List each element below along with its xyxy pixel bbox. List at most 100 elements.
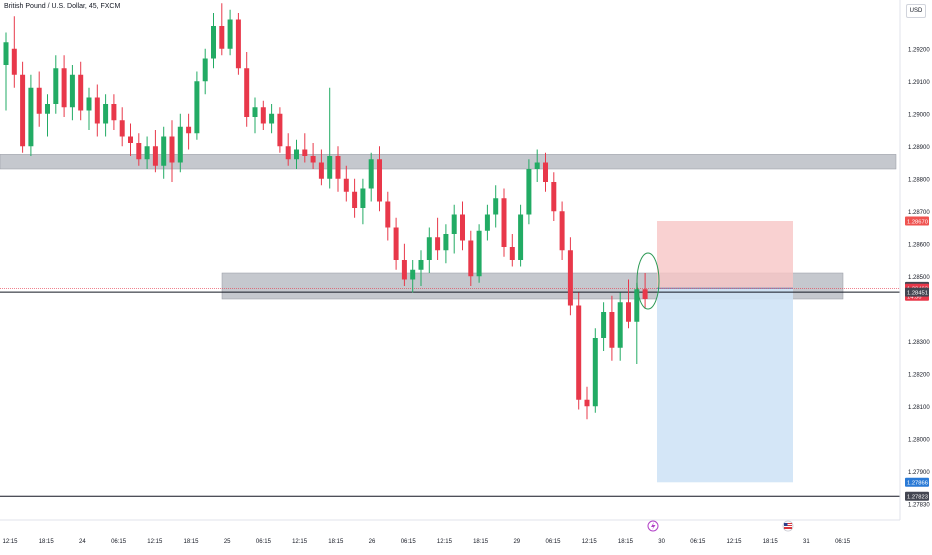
candle-down bbox=[78, 74, 84, 111]
candle-up bbox=[194, 81, 200, 134]
time-tick-label: 30 bbox=[658, 539, 665, 545]
price-label-stop: 1.28670 bbox=[905, 216, 929, 226]
candle-down bbox=[128, 136, 133, 143]
horizontal-lines bbox=[0, 287, 900, 497]
time-tick-label: 26 bbox=[369, 539, 376, 545]
time-tick-label: 06:15 bbox=[835, 539, 851, 545]
take-profit-zone[interactable] bbox=[657, 288, 793, 483]
price-tick-label: 1.28200 bbox=[908, 372, 930, 378]
candle-down bbox=[94, 97, 100, 124]
price-label-bg bbox=[905, 216, 929, 226]
candle-down bbox=[302, 149, 308, 156]
price-label-text: 1.27823 bbox=[907, 495, 928, 501]
candle-down bbox=[20, 74, 26, 147]
time-tick-label: 06:15 bbox=[256, 539, 272, 545]
candle-down bbox=[119, 120, 125, 137]
candle-up bbox=[410, 269, 416, 280]
candle-down bbox=[642, 289, 648, 299]
time-tick-label: 06:15 bbox=[111, 539, 127, 545]
time-tick-label: 24 bbox=[79, 539, 86, 545]
time-tick-label: 06:15 bbox=[401, 539, 417, 545]
candle-up bbox=[144, 146, 150, 160]
candle-down bbox=[377, 159, 382, 202]
time-tick-label: 12:15 bbox=[147, 539, 163, 545]
candle-down bbox=[186, 126, 192, 134]
us-flag-event-icon[interactable] bbox=[782, 520, 794, 532]
price-tick-label: 1.28500 bbox=[908, 275, 930, 281]
candle-down bbox=[61, 68, 67, 108]
time-tick-label: 06:15 bbox=[545, 539, 561, 545]
candle-up bbox=[368, 159, 374, 189]
candle-down bbox=[584, 399, 590, 407]
candle-down bbox=[277, 113, 283, 147]
price-tick-label: 1.28900 bbox=[908, 145, 930, 151]
price-label-text: 1.27866 bbox=[907, 481, 928, 487]
candle-up bbox=[360, 188, 366, 208]
candle-down bbox=[11, 48, 17, 75]
candle-down bbox=[559, 211, 565, 251]
candle-down bbox=[385, 201, 391, 228]
candle-down bbox=[501, 198, 507, 247]
candle-down bbox=[36, 87, 42, 114]
stop-loss-zone[interactable] bbox=[657, 221, 793, 289]
resistance-zone[interactable] bbox=[0, 154, 897, 170]
annotation-circle[interactable] bbox=[636, 252, 660, 310]
price-tick-label: 1.28100 bbox=[908, 405, 930, 411]
price-tick-label: 1.28300 bbox=[908, 340, 930, 346]
price-label-marker: 1.28451 bbox=[905, 287, 929, 297]
candle-down bbox=[626, 302, 631, 322]
candle-up bbox=[451, 214, 457, 234]
candle-down bbox=[468, 240, 474, 277]
currency-button[interactable]: USD bbox=[906, 4, 926, 18]
price-tick-label: 1.27900 bbox=[908, 470, 930, 476]
symbol-title[interactable]: British Pound / U.S. Dollar, 45, FXCM bbox=[4, 3, 121, 10]
lightning-event-icon[interactable] bbox=[647, 520, 659, 532]
annotations bbox=[636, 252, 660, 310]
price-tick-label: 1.29200 bbox=[908, 47, 930, 53]
time-tick-label: 12:15 bbox=[2, 539, 18, 545]
price-label-text: 1.28670 bbox=[907, 219, 928, 225]
time-tick-label: 18:15 bbox=[328, 539, 344, 545]
candle-up bbox=[45, 104, 50, 114]
candle-up bbox=[484, 214, 490, 231]
price-tick-label: 1.29100 bbox=[908, 80, 930, 86]
time-tick-label: 31 bbox=[803, 539, 810, 545]
candle-down bbox=[393, 227, 399, 260]
candle-down bbox=[435, 237, 441, 251]
candle-up bbox=[601, 312, 607, 338]
candle-up bbox=[592, 338, 598, 407]
candle-up bbox=[493, 198, 499, 215]
candle-up bbox=[443, 234, 449, 251]
price-tick-label: 1.29000 bbox=[908, 112, 930, 118]
candle-down bbox=[509, 247, 515, 260]
price-axis[interactable]: 1.29200 1.29100 1.29000 1.28900 1.28800 1.287… bbox=[899, 0, 930, 520]
flag-stripe-white bbox=[784, 526, 792, 527]
price-label-bg bbox=[905, 477, 929, 487]
candle-up bbox=[418, 260, 424, 270]
time-tick-label: 12:15 bbox=[582, 539, 598, 545]
candle-up bbox=[161, 136, 167, 166]
candle-down bbox=[136, 143, 142, 160]
candle-up bbox=[327, 156, 333, 179]
time-tick-label: 29 bbox=[513, 539, 520, 545]
candle-up bbox=[426, 237, 432, 260]
candle-up bbox=[28, 87, 34, 147]
candle-down bbox=[235, 19, 241, 69]
candle-up bbox=[294, 149, 299, 160]
time-tick-label: 18:15 bbox=[473, 539, 489, 545]
price-label-bg bbox=[905, 491, 929, 501]
time-tick-label: 18:15 bbox=[618, 539, 634, 545]
candle-up bbox=[202, 58, 208, 82]
candle-up bbox=[177, 126, 183, 163]
time-axis[interactable]: 12:15 18:15 24 06:15 12:15 18:15 25 06:15 12:15 1… bbox=[0, 519, 900, 545]
time-tick-label: 18:15 bbox=[763, 539, 779, 545]
candle-down bbox=[460, 214, 465, 241]
candle-up bbox=[86, 97, 92, 111]
time-tick-label: 18:15 bbox=[39, 539, 55, 545]
flag-canton bbox=[784, 523, 788, 526]
candle-up bbox=[69, 74, 75, 108]
candle-up bbox=[518, 214, 524, 260]
price-tick-label: 1.28700 bbox=[908, 210, 930, 216]
